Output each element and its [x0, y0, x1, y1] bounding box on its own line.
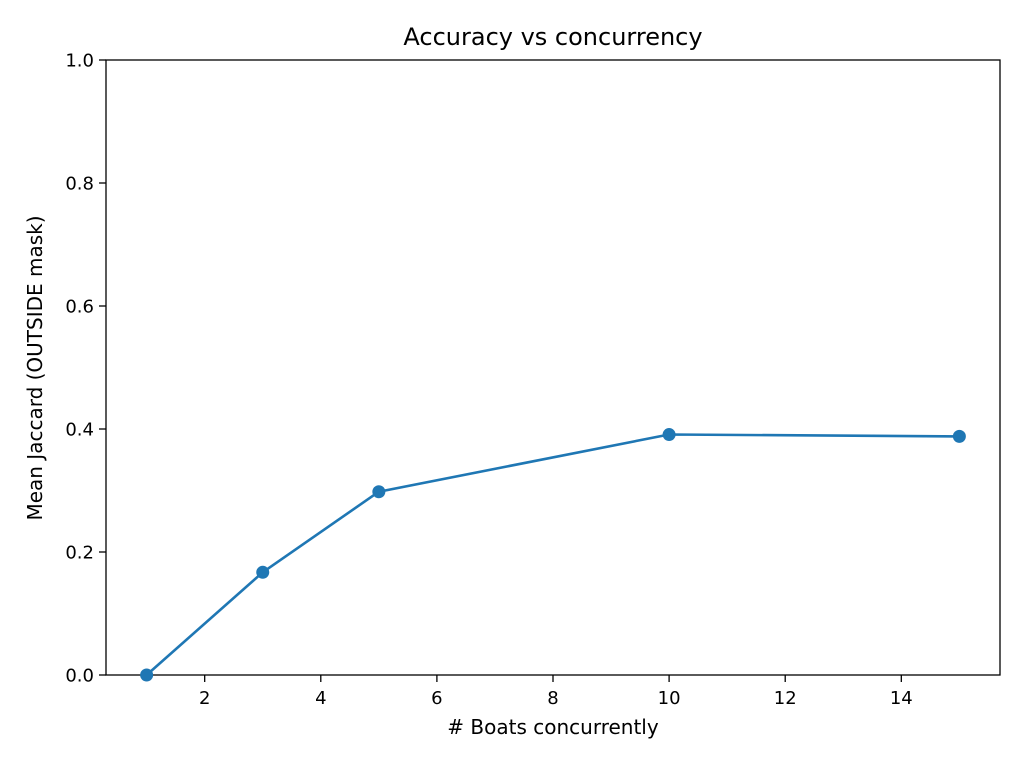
x-axis: 2 4 6 8 10 12 14 — [199, 675, 913, 709]
y-tick-label: 0.4 — [65, 420, 94, 441]
data-point — [952, 429, 966, 443]
data-point — [372, 485, 386, 499]
data-point — [662, 428, 676, 442]
y-tick-label: 0.0 — [65, 666, 94, 687]
x-tick-label: 8 — [547, 688, 558, 709]
chart-title: Accuracy vs concurrency — [403, 23, 702, 51]
y-tick-label: 0.2 — [65, 543, 94, 564]
x-axis-label: # Boats concurrently — [447, 715, 659, 739]
data-point — [256, 565, 270, 579]
y-tick-label: 0.8 — [65, 174, 94, 195]
x-tick-label: 14 — [890, 688, 913, 709]
y-axis: 0.0 0.2 0.4 0.6 0.8 1.0 — [65, 51, 106, 687]
x-tick-label: 12 — [774, 688, 797, 709]
x-tick-label: 4 — [315, 688, 326, 709]
y-axis-label: Mean Jaccard (OUTSIDE mask) — [23, 215, 47, 520]
y-tick-label: 0.6 — [65, 297, 94, 318]
series-layer — [140, 428, 966, 682]
data-point — [140, 668, 154, 682]
x-tick-label: 6 — [431, 688, 442, 709]
x-tick-label: 2 — [199, 688, 210, 709]
y-tick-label: 1.0 — [65, 51, 94, 72]
x-tick-label: 10 — [658, 688, 681, 709]
